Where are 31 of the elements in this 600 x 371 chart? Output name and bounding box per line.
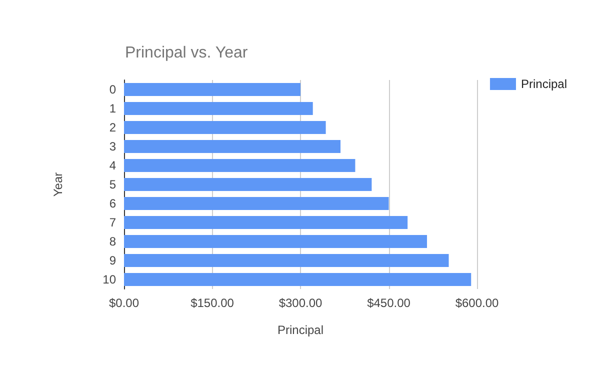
bar <box>124 159 356 172</box>
bar <box>124 83 300 96</box>
bar <box>124 178 372 191</box>
y-tick-label: 8 <box>109 234 116 248</box>
y-tick-label: 3 <box>109 140 116 154</box>
bar <box>124 273 472 286</box>
x-tick-label: $300.00 <box>278 296 323 310</box>
y-tick-label: 10 <box>102 272 116 286</box>
bar <box>124 235 427 248</box>
x-tick-label: $0.00 <box>108 296 140 310</box>
bar <box>124 216 408 229</box>
x-tick-label: $450.00 <box>367 296 411 310</box>
bar <box>124 197 389 210</box>
y-tick-label: 9 <box>109 254 116 268</box>
chart-title: Principal vs. Year <box>125 44 248 62</box>
y-tick-label: 2 <box>109 120 116 134</box>
y-tick-label: 0 <box>109 82 116 96</box>
x-tick-label: $150.00 <box>190 296 234 310</box>
bar <box>124 140 341 153</box>
bar <box>124 102 313 115</box>
y-tick-label: 6 <box>109 196 116 210</box>
legend-label: Principal <box>520 77 568 91</box>
x-axis-title: Principal <box>277 323 324 337</box>
y-tick-label: 5 <box>109 178 116 192</box>
y-axis-title: Year <box>51 172 65 197</box>
bar <box>124 254 449 267</box>
y-tick-label: 1 <box>109 102 116 116</box>
bar <box>124 121 326 134</box>
y-tick-label: 7 <box>109 216 116 230</box>
y-tick-label: 4 <box>109 158 116 172</box>
x-tick-label: $600.00 <box>455 296 500 310</box>
